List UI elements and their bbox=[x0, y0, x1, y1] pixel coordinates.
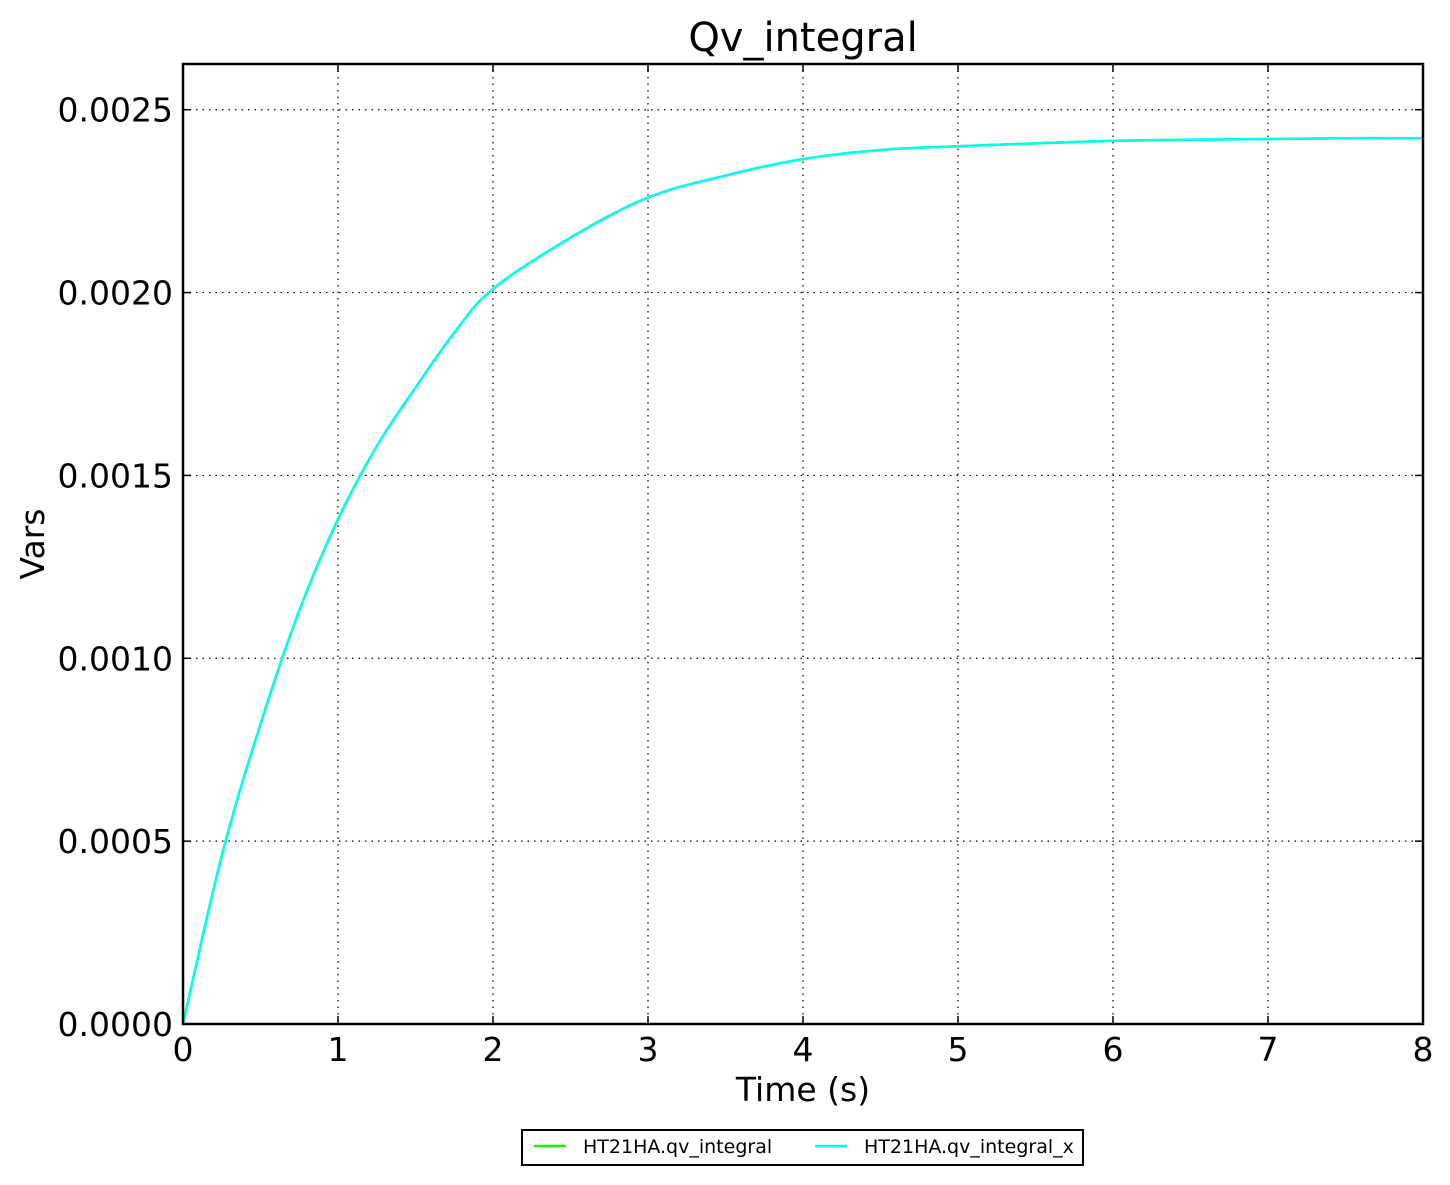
x-tick-label: 5 bbox=[948, 1030, 969, 1069]
x-tick-label: 2 bbox=[483, 1030, 504, 1069]
x-tick-label: 1 bbox=[328, 1030, 349, 1069]
y-tick-label: 0.0005 bbox=[58, 822, 173, 861]
x-tick-label: 3 bbox=[638, 1030, 659, 1069]
series-line-ht21ha-qv-integral bbox=[181, 136, 1424, 1025]
y-tick-label: 0.0000 bbox=[58, 1005, 173, 1044]
y-tick-label: 0.0010 bbox=[58, 639, 173, 678]
x-axis-label: Time (s) bbox=[735, 1070, 870, 1109]
x-tick-label: 4 bbox=[793, 1030, 814, 1069]
y-tick-label: 0.0015 bbox=[58, 456, 173, 495]
legend: HT21HA.qv_integral HT21HA.qv_integral_x bbox=[521, 1129, 1084, 1166]
chart-title: Qv_integral bbox=[688, 15, 917, 61]
legend-box bbox=[521, 1129, 1084, 1166]
x-tick-label: 0 bbox=[173, 1030, 194, 1069]
grid bbox=[183, 64, 1423, 1024]
series-line-ht21ha-qv-integral-x bbox=[181, 136, 1424, 1025]
x-tick-label: 6 bbox=[1103, 1030, 1124, 1069]
legend-label-qv-integral: HT21HA.qv_integral bbox=[583, 1136, 772, 1158]
x-tick-label: 8 bbox=[1413, 1030, 1434, 1069]
y-tick-label: 0.0025 bbox=[58, 91, 173, 130]
x-tick-label: 7 bbox=[1258, 1030, 1279, 1069]
series-group bbox=[181, 136, 1424, 1025]
y-axis-label: Vars bbox=[13, 509, 52, 580]
y-tick-label: 0.0020 bbox=[58, 274, 173, 313]
legend-label-qv-integral-x: HT21HA.qv_integral_x bbox=[864, 1136, 1074, 1158]
ticks: 0 1 2 3 4 5 6 7 8 0.0000 0.0005 0.0010 0.0015 0.0020 0… bbox=[58, 64, 1434, 1069]
